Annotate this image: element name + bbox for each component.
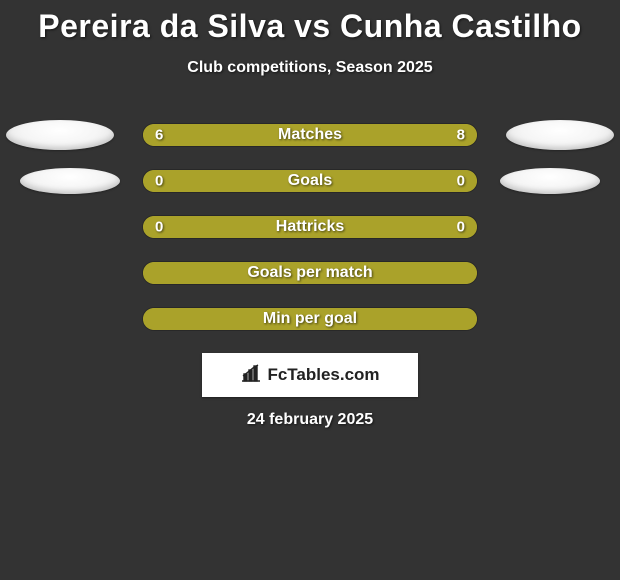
stat-bar: Matches 6 8 [142, 123, 478, 147]
date-text: 24 february 2025 [0, 411, 620, 429]
bar-value-left: 0 [155, 173, 163, 190]
bar-label: Min per goal [263, 310, 357, 328]
comparison-row: Matches 6 8 [0, 123, 620, 147]
bar-label: Matches [278, 126, 342, 144]
comparison-row: Min per goal [0, 307, 620, 331]
bar-value-right: 0 [457, 219, 465, 236]
player-oval-right [500, 168, 600, 194]
player-oval-right [506, 120, 614, 150]
bar-label: Hattricks [276, 218, 344, 236]
stat-bar: Goals 0 0 [142, 169, 478, 193]
bar-label: Goals [288, 172, 332, 190]
chart-icon [240, 363, 262, 388]
player-oval-left [6, 120, 114, 150]
logo-text: FcTables.com [267, 365, 379, 385]
stat-bar: Goals per match [142, 261, 478, 285]
stat-bar: Hattricks 0 0 [142, 215, 478, 239]
bar-value-right: 8 [457, 127, 465, 144]
bar-value-right: 0 [457, 173, 465, 190]
player-oval-left [20, 168, 120, 194]
bar-value-left: 0 [155, 219, 163, 236]
comparison-row: Goals 0 0 [0, 169, 620, 193]
bar-fill-right [310, 170, 477, 192]
page-title: Pereira da Silva vs Cunha Castilho [0, 0, 620, 45]
comparison-row: Goals per match [0, 261, 620, 285]
stat-bar: Min per goal [142, 307, 478, 331]
bar-value-left: 6 [155, 127, 163, 144]
bar-fill-left [143, 170, 310, 192]
bar-fill-left [143, 124, 286, 146]
comparison-row: Hattricks 0 0 [0, 215, 620, 239]
logo-box: FcTables.com [202, 353, 418, 397]
comparison-rows: Matches 6 8 Goals 0 0 Hattricks 0 0 Goals per mat… [0, 123, 620, 331]
subtitle: Club competitions, Season 2025 [0, 59, 620, 77]
bar-label: Goals per match [247, 264, 372, 282]
